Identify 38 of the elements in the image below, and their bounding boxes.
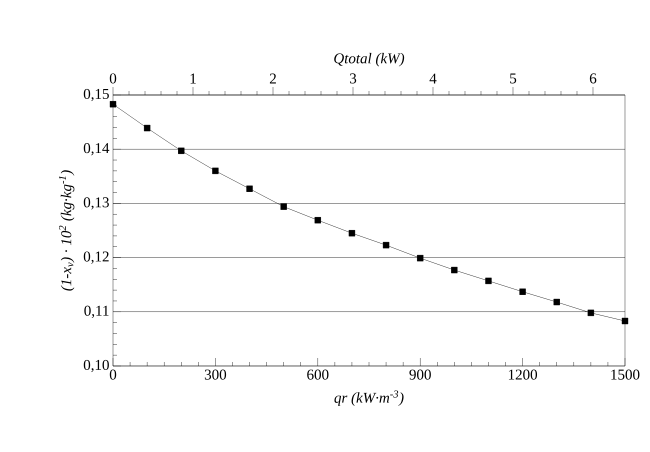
point: [588, 310, 594, 316]
point: [554, 298, 560, 306]
point: [178, 148, 184, 154]
point: [519, 288, 526, 295]
point: [382, 242, 390, 248]
y-tick-label: 0,13: [84, 197, 109, 210]
point: [451, 266, 458, 274]
y-tick-label: 0,12: [84, 251, 109, 264]
y-tick-label: 0,15: [84, 88, 109, 102]
x2-tick-label: 0: [110, 73, 116, 84]
point: [417, 254, 424, 262]
x2-tick-label: 6: [590, 73, 596, 84]
x2-tick-label: 3: [350, 73, 356, 84]
point: [144, 124, 150, 132]
x2-tick-label: 1: [190, 74, 196, 84]
x-tick-label: 1500: [611, 370, 640, 380]
y-tick-label: 0,11: [84, 306, 109, 318]
y-tick-label: 0,10: [84, 360, 109, 372]
point: [622, 318, 628, 324]
x2-tick-label: 5: [510, 73, 516, 84]
x-tick-label: 300: [204, 370, 226, 380]
point: [212, 168, 219, 174]
x2-axis-title: Qtotal (kW): [334, 52, 404, 66]
x2-tick-label: 2: [270, 74, 276, 84]
x-tick-label: 600: [307, 370, 328, 380]
point: [348, 230, 356, 236]
y-axis-title: (1-x$_{v}$) · 10$^{2}$ (kg·kg$^{-1}$): [58, 170, 74, 291]
x-tick-label: 1200: [508, 370, 538, 380]
x-tick-label: 0: [110, 370, 116, 380]
point: [485, 278, 492, 284]
point: [246, 186, 253, 192]
y-tick-label: 0,14: [84, 143, 110, 156]
point: [314, 216, 322, 224]
point: [110, 101, 116, 108]
x-axis-title: qr (kW·m$^{-3}$): [334, 390, 404, 406]
x2-tick-label: 4: [430, 74, 437, 84]
point: [280, 203, 287, 210]
x-tick-label: 900: [409, 370, 431, 380]
